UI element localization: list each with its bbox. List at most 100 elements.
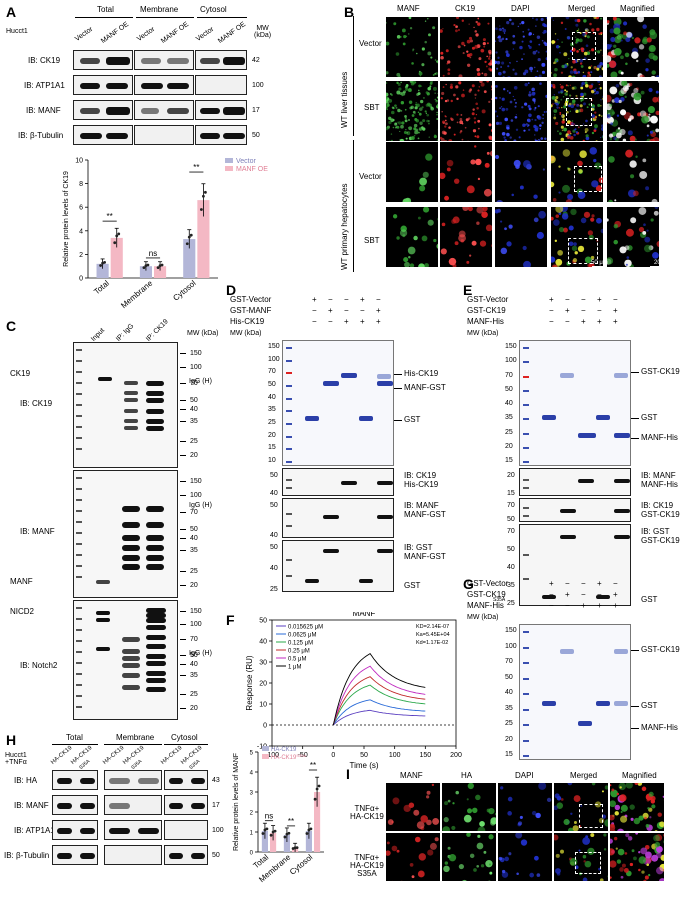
signal-dot (414, 113, 416, 115)
a-cell-line: Hucct1 (6, 28, 28, 35)
band-ck19 (146, 653, 166, 659)
signal-dot (445, 119, 447, 122)
signal-dot (541, 121, 544, 124)
band-ck19 (146, 380, 164, 386)
signal-dot (610, 71, 618, 77)
c-mw: 25 (190, 691, 198, 699)
signal-dot (571, 122, 574, 126)
signal-dot (597, 81, 601, 83)
band-igg (122, 522, 140, 529)
signal-dot (650, 218, 654, 222)
panel-label-h: H (6, 732, 17, 748)
panelG-sign: − (581, 590, 586, 599)
gel-label-line (631, 706, 639, 707)
ladder-band (76, 415, 82, 417)
c-lane-input: Input (90, 327, 107, 343)
signal-dot (483, 45, 486, 48)
x-tick-label: 0 (331, 752, 335, 759)
signal-dot (523, 129, 526, 132)
signal-dot (542, 113, 545, 116)
data-point (115, 234, 119, 238)
signal-dot (515, 833, 523, 839)
signal-dot (436, 139, 438, 141)
signal-dot (590, 89, 595, 94)
signal-dot (580, 217, 587, 224)
signal-dot (567, 827, 574, 831)
signal-dot (585, 29, 587, 32)
signal-dot (642, 24, 647, 29)
signal-dot (536, 70, 539, 72)
signal-dot (613, 239, 618, 245)
signal-dot (502, 70, 506, 74)
panelD-blot-0 (282, 468, 394, 496)
panelG-gel-mw: 25 (505, 720, 513, 727)
signal-dot (588, 50, 591, 52)
panelG-gel-mw: 70 (505, 658, 513, 665)
panelD-blot-mw: 40 (270, 565, 278, 572)
signal-dot (481, 109, 486, 114)
gel-label-line (631, 650, 639, 651)
signal-dot (561, 120, 565, 124)
signal-dot (386, 108, 388, 111)
signal-dot (402, 198, 410, 202)
panelE-sign: − (549, 317, 554, 326)
signal-dot (649, 816, 652, 819)
signal-dot (477, 22, 481, 26)
signal-dot (609, 86, 618, 95)
c-mw-tick (180, 623, 186, 625)
c-mw: 35 (190, 547, 198, 555)
signal-dot (412, 48, 415, 51)
signal-dot (452, 802, 455, 805)
signal-dot (555, 121, 559, 126)
signal-dot (643, 244, 652, 253)
signal-dot (418, 71, 423, 76)
panel-label-e: E (463, 282, 473, 298)
signal-dot (551, 256, 556, 263)
signal-dot (528, 113, 532, 118)
gel-ladder (523, 708, 529, 711)
signal-dot (645, 824, 650, 828)
panel-label-d: D (226, 282, 237, 298)
signal-dot (419, 121, 423, 125)
c-mw-tick (180, 663, 186, 665)
sig-label: ** (310, 761, 316, 770)
signal-dot (426, 795, 430, 799)
a-group-membrane: Membrane (140, 5, 179, 14)
c-mw-tick (180, 400, 186, 401)
signal-dot (557, 249, 563, 256)
signal-dot (415, 118, 419, 123)
panelE-blot-mw: 20 (507, 472, 515, 479)
signal-dot (542, 32, 544, 34)
signal-dot (502, 27, 504, 30)
signal-dot (461, 93, 465, 98)
c-mw: 20 (190, 581, 198, 589)
b-roi-3 (574, 166, 602, 192)
signal-dot (517, 821, 523, 826)
data-point (315, 787, 319, 791)
signal-dot (436, 96, 438, 99)
signal-dot (513, 86, 518, 90)
blot-band (614, 509, 630, 513)
signal-dot (552, 43, 554, 45)
signal-dot (620, 804, 628, 812)
signal-dot (558, 107, 560, 109)
h-blot-3-1 (104, 845, 162, 865)
panelE-row-0: GST-Vector (467, 295, 509, 304)
a-mw-50: 50 (252, 132, 260, 139)
signal-dot (420, 99, 424, 104)
signal-dot (528, 45, 532, 49)
signal-dot (486, 42, 489, 45)
signal-dot (463, 44, 466, 47)
signal-dot (497, 71, 502, 76)
b-col-magnified: Magnified (620, 4, 655, 13)
h-lane: HA-CK19 (160, 745, 184, 766)
signal-dot (627, 836, 633, 841)
ladder-band (76, 629, 82, 631)
signal-dot (582, 102, 586, 106)
data-point (261, 832, 265, 835)
band (80, 778, 95, 784)
signal-dot (555, 95, 559, 100)
ladder-band (76, 554, 82, 556)
signal-dot (617, 33, 623, 40)
panelD-blot-mw: 50 (270, 472, 278, 479)
